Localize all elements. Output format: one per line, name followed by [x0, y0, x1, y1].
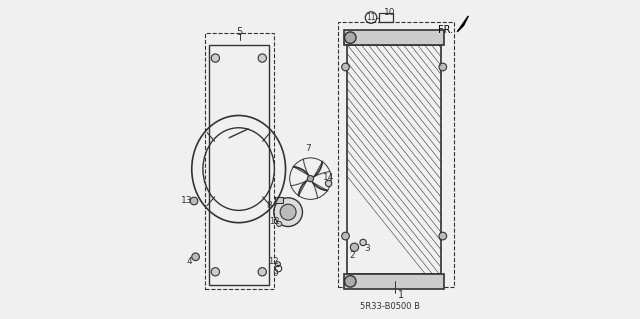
Text: 1: 1 [398, 290, 404, 300]
Text: 13: 13 [181, 196, 193, 204]
Circle shape [307, 175, 314, 182]
Bar [205, 33, 274, 289]
Circle shape [211, 54, 220, 62]
Bar [275, 197, 284, 203]
Polygon shape [312, 182, 328, 198]
Polygon shape [294, 159, 308, 175]
Text: 11: 11 [366, 13, 376, 22]
Circle shape [325, 180, 332, 187]
Text: FR.: FR. [438, 25, 453, 35]
Circle shape [280, 204, 296, 220]
Text: 7: 7 [305, 144, 311, 153]
Circle shape [258, 268, 266, 276]
Circle shape [192, 253, 200, 261]
Circle shape [439, 63, 447, 71]
Text: 14: 14 [323, 173, 334, 182]
Circle shape [275, 262, 280, 267]
Bar [344, 30, 444, 45]
Text: 3: 3 [364, 244, 370, 253]
Polygon shape [457, 16, 468, 32]
Bar [337, 22, 454, 287]
Bar [344, 274, 444, 289]
Circle shape [342, 63, 349, 71]
Circle shape [258, 54, 266, 62]
Polygon shape [291, 181, 307, 196]
Circle shape [211, 268, 220, 276]
Polygon shape [314, 162, 330, 177]
Text: 12: 12 [269, 257, 279, 266]
Text: 8: 8 [267, 201, 273, 210]
Text: 9: 9 [273, 269, 278, 278]
Bar [209, 45, 269, 285]
Circle shape [439, 232, 447, 240]
Circle shape [190, 197, 198, 205]
Text: 10: 10 [385, 8, 396, 17]
Text: 5R33-B0500 B: 5R33-B0500 B [360, 302, 420, 311]
Circle shape [344, 32, 356, 43]
Circle shape [350, 243, 358, 251]
Circle shape [276, 221, 282, 226]
Circle shape [274, 198, 303, 226]
Circle shape [342, 232, 349, 240]
Bar [379, 13, 394, 22]
Text: 4: 4 [186, 257, 192, 266]
Circle shape [360, 239, 366, 246]
Circle shape [344, 276, 356, 287]
Text: 5: 5 [237, 27, 243, 37]
Text: 2: 2 [349, 251, 355, 260]
Bar [347, 45, 441, 274]
Text: 12: 12 [269, 217, 280, 226]
